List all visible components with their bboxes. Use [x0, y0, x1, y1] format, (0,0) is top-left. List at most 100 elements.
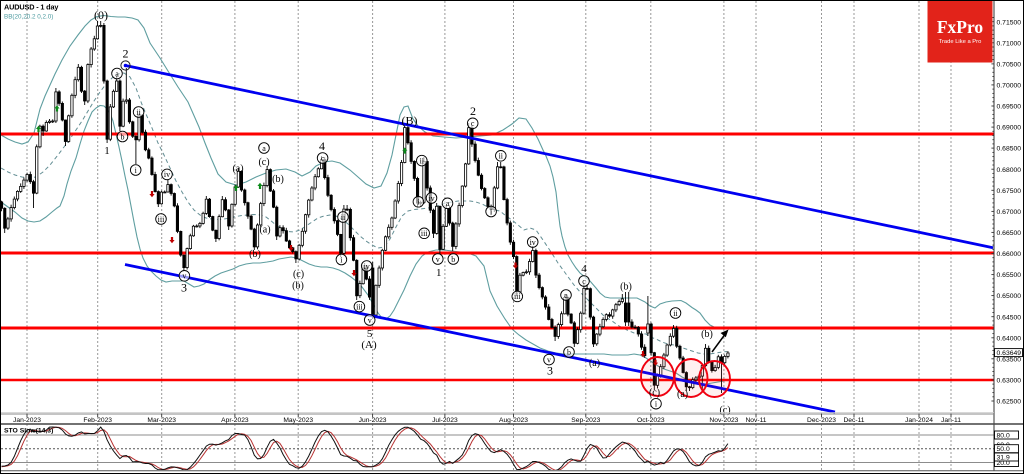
svg-text:0.63649: 0.63649 — [997, 350, 1022, 357]
svg-text:STO Slow(14,3): STO Slow(14,3) — [4, 428, 53, 435]
svg-text:a: a — [564, 291, 568, 300]
svg-text:c: c — [321, 154, 325, 163]
svg-text:50.0: 50.0 — [997, 446, 1010, 453]
svg-text:5: 5 — [367, 328, 373, 340]
svg-text:0.67500: 0.67500 — [997, 188, 1022, 195]
svg-text:0.69000: 0.69000 — [997, 125, 1022, 132]
svg-text:i: i — [490, 207, 493, 216]
svg-text:(b): (b) — [292, 280, 304, 291]
svg-text:Dec-11: Dec-11 — [843, 417, 864, 424]
svg-text:Jan-2024: Jan-2024 — [905, 417, 933, 424]
svg-text:0.70000: 0.70000 — [997, 83, 1022, 90]
svg-text:(a): (a) — [589, 358, 600, 369]
svg-text:4: 4 — [581, 263, 587, 275]
svg-text:a: a — [262, 144, 266, 153]
svg-text:a: a — [115, 69, 119, 78]
svg-text:Feb-2023: Feb-2023 — [83, 417, 112, 424]
svg-text:iii: iii — [514, 292, 521, 301]
svg-text:May-2023: May-2023 — [283, 417, 313, 424]
svg-text:Dec-2023: Dec-2023 — [807, 417, 836, 424]
svg-text:iv: iv — [164, 170, 170, 179]
svg-text:iv: iv — [428, 194, 434, 203]
svg-text:c: c — [582, 277, 586, 286]
svg-text:b: b — [451, 255, 455, 264]
svg-text:v: v — [436, 255, 440, 264]
svg-text:(b): (b) — [272, 174, 284, 185]
svg-text:iii: iii — [158, 215, 165, 224]
svg-text:i: i — [417, 198, 420, 207]
svg-text:0.68000: 0.68000 — [997, 167, 1022, 174]
svg-text:80.0: 80.0 — [997, 433, 1010, 440]
svg-text:(c): (c) — [258, 157, 269, 168]
svg-text:ii: ii — [420, 156, 425, 165]
svg-text:c: c — [471, 119, 475, 128]
svg-text:(A): (A) — [361, 339, 377, 351]
svg-text:v: v — [182, 272, 186, 281]
svg-text:0.71500: 0.71500 — [997, 19, 1022, 26]
svg-text:Apr-2023: Apr-2023 — [221, 417, 249, 424]
svg-text:Trade Like a Pro: Trade Like a Pro — [939, 39, 982, 45]
svg-text:FxPro: FxPro — [937, 17, 984, 37]
svg-text:iii: iii — [356, 302, 363, 311]
svg-text:31.9: 31.9 — [997, 455, 1010, 462]
svg-text:0.65500: 0.65500 — [997, 272, 1022, 279]
svg-text:Mar-2023: Mar-2023 — [147, 417, 176, 424]
svg-text:0.64500: 0.64500 — [997, 314, 1022, 321]
svg-text:0.68500: 0.68500 — [997, 146, 1022, 153]
svg-text:0.63000: 0.63000 — [997, 378, 1022, 385]
svg-text:Jul-2023: Jul-2023 — [432, 417, 458, 424]
svg-text:Aug-2023: Aug-2023 — [499, 417, 528, 424]
svg-text:3: 3 — [547, 363, 553, 377]
svg-text:0.71000: 0.71000 — [997, 40, 1022, 47]
svg-text:0.70500: 0.70500 — [997, 62, 1022, 69]
svg-text:ii: ii — [341, 213, 346, 222]
svg-text:(a): (a) — [259, 225, 270, 236]
svg-text:i: i — [135, 166, 138, 175]
svg-text:2: 2 — [123, 46, 129, 60]
svg-text:Jan-2023: Jan-2023 — [13, 417, 41, 424]
svg-text:Nov-11: Nov-11 — [745, 417, 766, 424]
svg-text:2: 2 — [470, 104, 476, 118]
svg-text:20.0: 20.0 — [997, 460, 1010, 467]
svg-text:1: 1 — [436, 267, 442, 279]
svg-text:v: v — [547, 355, 551, 364]
svg-text:0.66500: 0.66500 — [997, 230, 1022, 237]
svg-text:iii: iii — [421, 229, 428, 238]
svg-text:Sep-2023: Sep-2023 — [571, 417, 600, 424]
svg-text:Jun-2023: Jun-2023 — [359, 417, 387, 424]
svg-text:0.62500: 0.62500 — [997, 399, 1022, 406]
svg-text:Nov-2023: Nov-2023 — [709, 417, 738, 424]
svg-text:b: b — [567, 348, 571, 357]
svg-text:(a): (a) — [677, 389, 688, 400]
svg-text:0.66000: 0.66000 — [997, 251, 1022, 258]
svg-text:(c): (c) — [293, 269, 304, 280]
svg-text:(0): (0) — [94, 8, 108, 22]
svg-text:0.67000: 0.67000 — [997, 209, 1022, 216]
svg-text:ii: ii — [673, 309, 678, 318]
svg-text:iv: iv — [530, 238, 536, 247]
svg-text:v: v — [368, 316, 372, 325]
svg-text:i: i — [655, 400, 658, 409]
svg-text:(b): (b) — [701, 329, 713, 340]
svg-text:i: i — [340, 255, 343, 264]
svg-text:(a): (a) — [232, 164, 243, 175]
svg-text:0.63500: 0.63500 — [997, 356, 1022, 363]
svg-text:Jan-11: Jan-11 — [941, 417, 961, 424]
svg-text:iv: iv — [364, 262, 370, 271]
svg-text:(B): (B) — [402, 113, 418, 127]
svg-text:(b): (b) — [249, 249, 261, 260]
svg-text:(b): (b) — [620, 282, 632, 293]
svg-text:AUDUSD - 1 day: AUDUSD - 1 day — [4, 3, 59, 12]
svg-text:BB(20,20.2 0,2.0): BB(20,20.2 0,2.0) — [4, 13, 53, 20]
svg-text:4: 4 — [319, 139, 325, 153]
svg-text:(c): (c) — [719, 405, 730, 416]
svg-text:ii: ii — [499, 152, 504, 161]
svg-text:(c): (c) — [649, 387, 660, 398]
svg-text:3: 3 — [181, 280, 187, 294]
svg-text:1: 1 — [104, 145, 110, 157]
svg-text:Oct-2023: Oct-2023 — [637, 417, 665, 424]
svg-text:0.69500: 0.69500 — [997, 104, 1022, 111]
svg-text:a: a — [446, 199, 450, 208]
svg-text:0.65000: 0.65000 — [997, 293, 1022, 300]
svg-text:0.64000: 0.64000 — [997, 335, 1022, 342]
